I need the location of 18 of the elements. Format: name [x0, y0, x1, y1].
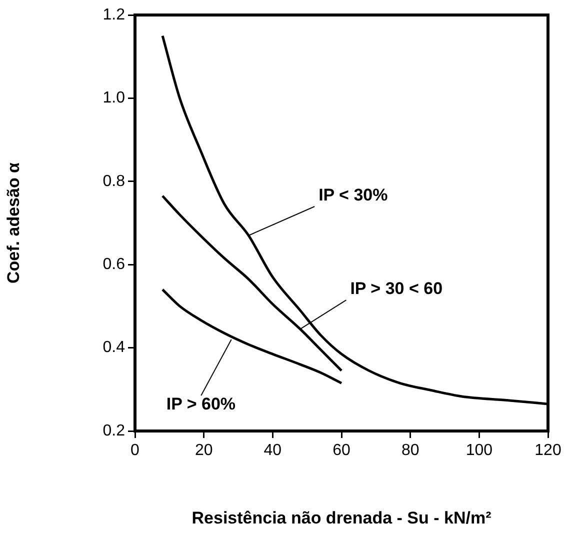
y-tick-label: 0.4 [102, 339, 126, 356]
annotation: IP < 30% [318, 185, 388, 204]
annotation: IP > 60% [166, 394, 236, 414]
x-tick-label: 60 [332, 442, 350, 460]
x-tick-label: 40 [264, 442, 282, 460]
y-tick-label: 0.6 [102, 256, 126, 274]
y-tick-label: 1.0 [102, 90, 126, 107]
y-tick-label: 0.2 [102, 422, 126, 440]
annotation: IP > 30 < 60 [350, 279, 443, 298]
x-axis-title: Resistência não drenada - Su - kN/m² [192, 508, 492, 528]
y-axis-title: Coef. adesão α [4, 162, 23, 284]
x-tick-label: 0 [130, 442, 140, 460]
x-tick-label: 120 [534, 442, 562, 460]
x-tick-label: 80 [401, 442, 420, 460]
y-tick-label: 0.8 [102, 172, 126, 190]
x-tick-label: 20 [194, 442, 213, 460]
x-tick-label: 100 [466, 442, 493, 460]
y-tick-label: 1.2 [102, 6, 126, 24]
